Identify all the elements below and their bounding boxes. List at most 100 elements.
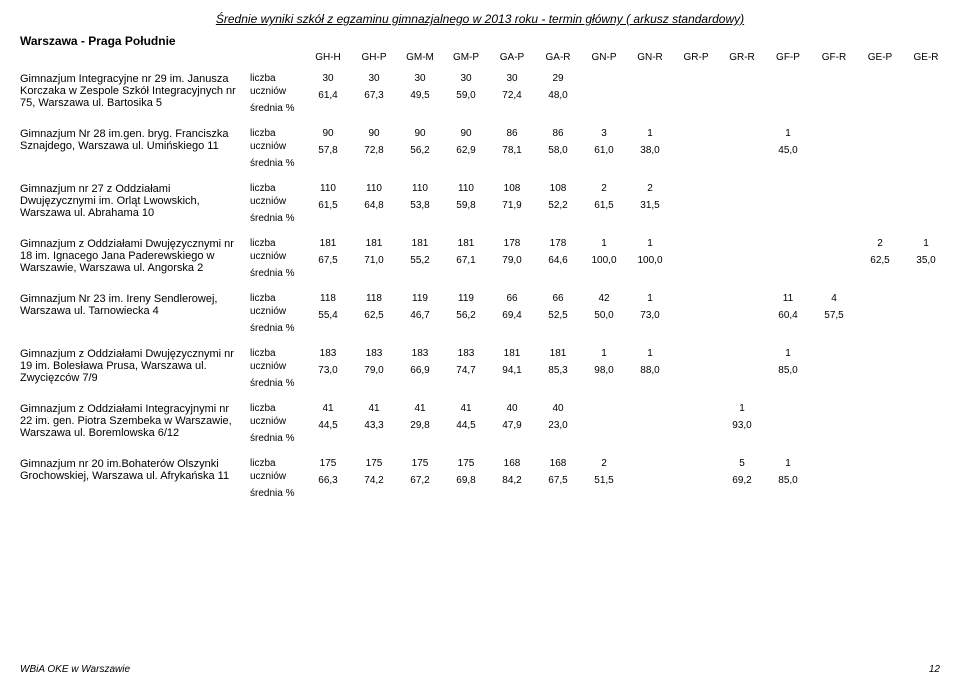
avg-cell bbox=[627, 420, 673, 431]
school-block: Gimnazjum z Oddziałami Dwujęzycznymi nr … bbox=[20, 238, 940, 279]
avg-cell: 85,3 bbox=[535, 365, 581, 376]
metric-count-label-2: uczniów bbox=[250, 306, 305, 317]
count-cell: 30 bbox=[443, 73, 489, 84]
avg-cell: 35,0 bbox=[903, 255, 949, 266]
avg-cell: 71,0 bbox=[351, 255, 397, 266]
count-cell bbox=[857, 458, 903, 469]
count-cell: 2 bbox=[581, 458, 627, 469]
avg-cell bbox=[719, 255, 765, 266]
school-name: Gimnazjum Nr 23 im. Ireny Sendlerowej, W… bbox=[20, 293, 250, 334]
column-header: GR-R bbox=[719, 52, 765, 63]
count-cell: 41 bbox=[305, 403, 351, 414]
avg-cell: 55,4 bbox=[305, 310, 351, 321]
data-grid: 1181181191196666421114 55,462,546,756,269… bbox=[305, 293, 949, 334]
school-block: Gimnazjum nr 27 z Oddziałami Dwujęzyczny… bbox=[20, 183, 940, 224]
avg-cell: 61,5 bbox=[305, 200, 351, 211]
avg-cell: 100,0 bbox=[627, 255, 673, 266]
count-cell: 2 bbox=[857, 238, 903, 249]
count-cell: 90 bbox=[351, 128, 397, 139]
avg-cell bbox=[857, 365, 903, 376]
avg-cell: 67,5 bbox=[535, 475, 581, 486]
metric-count-label-1: liczba bbox=[250, 348, 305, 359]
avg-cell: 66,3 bbox=[305, 475, 351, 486]
counts-row: 303030303029 bbox=[305, 73, 949, 84]
count-cell: 178 bbox=[489, 238, 535, 249]
avg-cell: 23,0 bbox=[535, 420, 581, 431]
avg-cell: 66,9 bbox=[397, 365, 443, 376]
metric-count-label-1: liczba bbox=[250, 128, 305, 139]
count-cell bbox=[857, 73, 903, 84]
avg-row: 55,462,546,756,269,452,550,073,060,457,5 bbox=[305, 310, 949, 321]
avg-cell bbox=[627, 90, 673, 101]
column-header: GE-R bbox=[903, 52, 949, 63]
count-cell bbox=[581, 403, 627, 414]
avg-cell bbox=[673, 310, 719, 321]
count-cell bbox=[719, 128, 765, 139]
count-cell bbox=[627, 73, 673, 84]
footer-page-number: 12 bbox=[929, 664, 940, 675]
count-cell bbox=[811, 348, 857, 359]
count-cell bbox=[719, 348, 765, 359]
count-cell: 1 bbox=[627, 348, 673, 359]
count-cell: 90 bbox=[397, 128, 443, 139]
avg-cell bbox=[765, 90, 811, 101]
avg-cell: 69,2 bbox=[719, 475, 765, 486]
avg-cell bbox=[765, 420, 811, 431]
avg-cell bbox=[673, 255, 719, 266]
count-cell: 110 bbox=[397, 183, 443, 194]
metric-avg-label: średnia % bbox=[250, 323, 305, 334]
avg-cell: 64,8 bbox=[351, 200, 397, 211]
count-cell: 108 bbox=[489, 183, 535, 194]
count-cell: 175 bbox=[397, 458, 443, 469]
school-name: Gimnazjum z Oddziałami Dwujęzycznymi nr … bbox=[20, 238, 250, 279]
counts-row: 4141414140401 bbox=[305, 403, 949, 414]
count-cell bbox=[673, 348, 719, 359]
metric-count-label-1: liczba bbox=[250, 293, 305, 304]
count-cell bbox=[811, 238, 857, 249]
count-cell bbox=[857, 348, 903, 359]
avg-cell: 67,3 bbox=[351, 90, 397, 101]
column-header: GR-P bbox=[673, 52, 719, 63]
count-cell: 2 bbox=[627, 183, 673, 194]
count-cell bbox=[857, 293, 903, 304]
avg-cell bbox=[857, 475, 903, 486]
avg-cell: 44,5 bbox=[305, 420, 351, 431]
count-cell: 1 bbox=[719, 403, 765, 414]
school-name: Gimnazjum nr 20 im.Bohaterów Olszynki Gr… bbox=[20, 458, 250, 499]
counts-row: 1181181191196666421114 bbox=[305, 293, 949, 304]
avg-cell bbox=[719, 90, 765, 101]
metric-labels: liczbauczniówśrednia % bbox=[250, 238, 305, 279]
count-cell bbox=[903, 73, 949, 84]
count-cell: 108 bbox=[535, 183, 581, 194]
avg-cell: 29,8 bbox=[397, 420, 443, 431]
count-cell bbox=[719, 238, 765, 249]
avg-row: 57,872,856,262,978,158,061,038,045,0 bbox=[305, 145, 949, 156]
count-cell: 1 bbox=[903, 238, 949, 249]
count-cell: 66 bbox=[489, 293, 535, 304]
data-grid: 414141414040144,543,329,844,547,923,093,… bbox=[305, 403, 949, 444]
count-cell: 181 bbox=[535, 348, 581, 359]
column-header: GM-M bbox=[397, 52, 443, 63]
metric-labels: liczbauczniówśrednia % bbox=[250, 183, 305, 224]
avg-cell: 52,2 bbox=[535, 200, 581, 211]
count-cell: 41 bbox=[443, 403, 489, 414]
avg-cell bbox=[811, 255, 857, 266]
school-block: Gimnazjum Nr 28 im.gen. bryg. Franciszka… bbox=[20, 128, 940, 169]
counts-row: 11011011011010810822 bbox=[305, 183, 949, 194]
avg-cell: 61,5 bbox=[581, 200, 627, 211]
school-name: Gimnazjum z Oddziałami Dwujęzycznymi nr … bbox=[20, 348, 250, 389]
avg-cell bbox=[903, 90, 949, 101]
avg-cell: 85,0 bbox=[765, 475, 811, 486]
count-cell: 175 bbox=[305, 458, 351, 469]
footer-left: WBiA OKE w Warszawie bbox=[20, 664, 130, 675]
metric-count-label-1: liczba bbox=[250, 403, 305, 414]
counts-row: 175175175175168168251 bbox=[305, 458, 949, 469]
avg-cell bbox=[719, 365, 765, 376]
column-header: GH-P bbox=[351, 52, 397, 63]
avg-cell bbox=[857, 310, 903, 321]
metric-count-label-2: uczniów bbox=[250, 251, 305, 262]
count-cell: 1 bbox=[765, 128, 811, 139]
avg-cell bbox=[903, 365, 949, 376]
count-cell: 41 bbox=[397, 403, 443, 414]
avg-row: 67,571,055,267,179,064,6100,0100,062,535… bbox=[305, 255, 949, 266]
